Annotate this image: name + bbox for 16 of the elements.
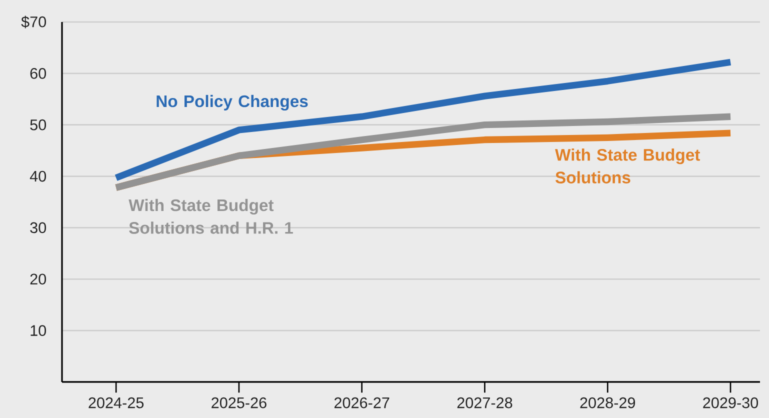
y-tick-label: 40: [30, 170, 46, 182]
series-label: With State Budget Solutions: [555, 148, 700, 184]
y-tick-label: 60: [30, 68, 46, 79]
y-tick-label: 50: [30, 119, 46, 130]
y-tick-label: $70: [21, 16, 46, 28]
series-label: No Policy Changes: [156, 94, 308, 111]
x-tick-label: 2026-27: [334, 397, 390, 408]
y-tick-label: 30: [30, 222, 46, 234]
x-tick-label: 2028-29: [580, 397, 636, 408]
y-tick-label: 10: [30, 325, 46, 336]
y-tick-label: 20: [30, 274, 46, 285]
x-tick-label: 2024-25: [88, 397, 144, 408]
x-tick-label: 2025-26: [212, 397, 266, 408]
x-tick-label: 2027-28: [457, 397, 512, 408]
series-label: With State Budget Solutions and H.R. 1: [128, 198, 293, 234]
x-tick-label: 2029-30: [703, 397, 758, 408]
